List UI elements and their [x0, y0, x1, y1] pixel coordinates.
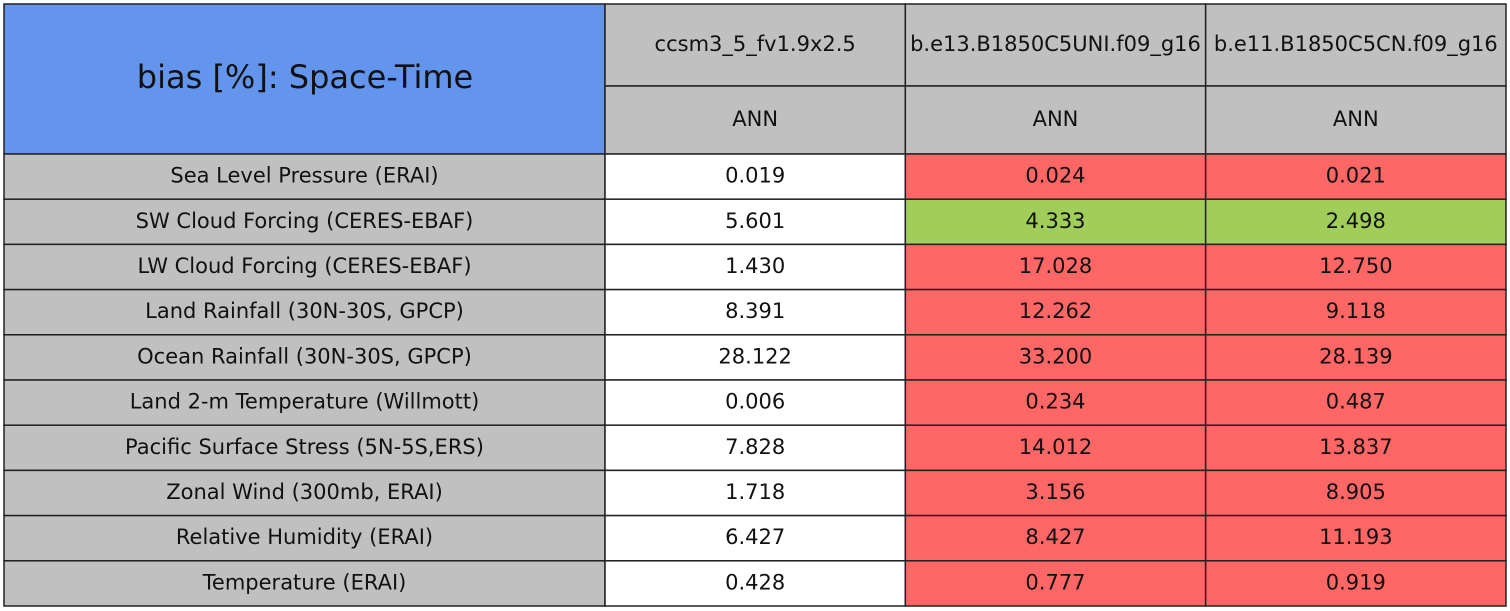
value: 33.200 [1019, 344, 1092, 368]
row-label: Relative Humidity (ERAI) [176, 525, 433, 549]
value: 28.122 [718, 344, 791, 368]
value: 2.498 [1326, 209, 1386, 233]
value-cell [604, 469, 907, 517]
value-cell [604, 334, 907, 381]
header-cell [604, 85, 907, 155]
value-cell [604, 379, 907, 426]
value: 0.019 [725, 164, 785, 188]
row-label: Pacific Surface Stress (5N-5S,ERS) [125, 435, 484, 459]
model-name: b.e11.B1850C5CN.f09_g16 [1214, 32, 1498, 57]
value: 0.428 [725, 570, 785, 594]
value-cell [904, 153, 1207, 200]
value: 13.837 [1319, 435, 1392, 459]
row-label: SW Cloud Forcing (CERES-EBAF) [136, 209, 474, 233]
value-cell [1204, 514, 1507, 562]
row-label-cell [3, 153, 606, 200]
value-cell [1204, 288, 1507, 336]
value: 12.262 [1019, 299, 1092, 323]
value: 7.828 [725, 435, 785, 459]
row-label-cell [3, 198, 606, 246]
value: 6.427 [725, 525, 785, 549]
value-cell [904, 514, 1207, 562]
row-label: Land Rainfall (30N-30S, GPCP) [145, 299, 464, 323]
season: ANN [1033, 107, 1079, 131]
value-cell [1204, 243, 1507, 291]
value: 1.430 [725, 254, 785, 278]
row-label: Temperature (ERAI) [202, 570, 407, 594]
value: 5.601 [725, 209, 785, 233]
value: 0.021 [1326, 164, 1386, 188]
value-cell [1204, 153, 1507, 200]
value: 8.427 [1025, 525, 1085, 549]
row-label: Zonal Wind (300mb, ERAI) [166, 480, 443, 504]
value-cell [1204, 469, 1507, 517]
header-cell [904, 3, 1207, 87]
header-cell [604, 3, 907, 87]
row-label: Ocean Rainfall (30N-30S, GPCP) [137, 344, 472, 368]
row-label-cell [3, 514, 606, 562]
value: 17.028 [1019, 254, 1092, 278]
row-label-cell [3, 243, 606, 291]
value: 9.118 [1326, 299, 1386, 323]
value-cell [604, 560, 907, 607]
value-cell [904, 243, 1207, 291]
value-cell [904, 288, 1207, 336]
value: 8.905 [1326, 480, 1386, 504]
season: ANN [732, 107, 778, 131]
value: 0.234 [1025, 390, 1085, 414]
title-cell [3, 3, 606, 155]
value: 0.487 [1326, 390, 1386, 414]
value-cell [604, 288, 907, 336]
value: 1.718 [725, 480, 785, 504]
row-label-cell [3, 469, 606, 517]
value: 0.024 [1025, 164, 1085, 188]
row-label: LW Cloud Forcing (CERES-EBAF) [137, 254, 471, 278]
value: 4.333 [1025, 209, 1085, 233]
row-label-cell [3, 288, 606, 336]
value: 0.006 [725, 390, 785, 414]
value-cell [1204, 560, 1507, 607]
value-cell [1204, 379, 1507, 426]
value: 3.156 [1025, 480, 1085, 504]
season: ANN [1333, 107, 1379, 131]
model-name: ccsm3_5_fv1.9x2.5 [655, 32, 856, 57]
row-label: Sea Level Pressure (ERAI) [170, 164, 438, 188]
value-cell [1204, 334, 1507, 381]
value-cell [904, 198, 1207, 246]
header-cell [1204, 3, 1507, 87]
value-cell [904, 560, 1207, 607]
value: 11.193 [1319, 525, 1392, 549]
value: 8.391 [725, 299, 785, 323]
value: 0.777 [1025, 570, 1085, 594]
model-name: b.e13.B1850C5UNI.f09_g16 [910, 32, 1201, 57]
table-title: bias [%]: Space-Time [137, 58, 473, 96]
value-cell [604, 243, 907, 291]
row-label: Land 2-m Temperature (Willmott) [130, 390, 480, 414]
header-cell [904, 85, 1207, 155]
row-label-cell [3, 379, 606, 426]
value: 0.919 [1326, 570, 1386, 594]
value: 28.139 [1319, 344, 1392, 368]
value: 14.012 [1019, 435, 1092, 459]
value: 12.750 [1319, 254, 1392, 278]
